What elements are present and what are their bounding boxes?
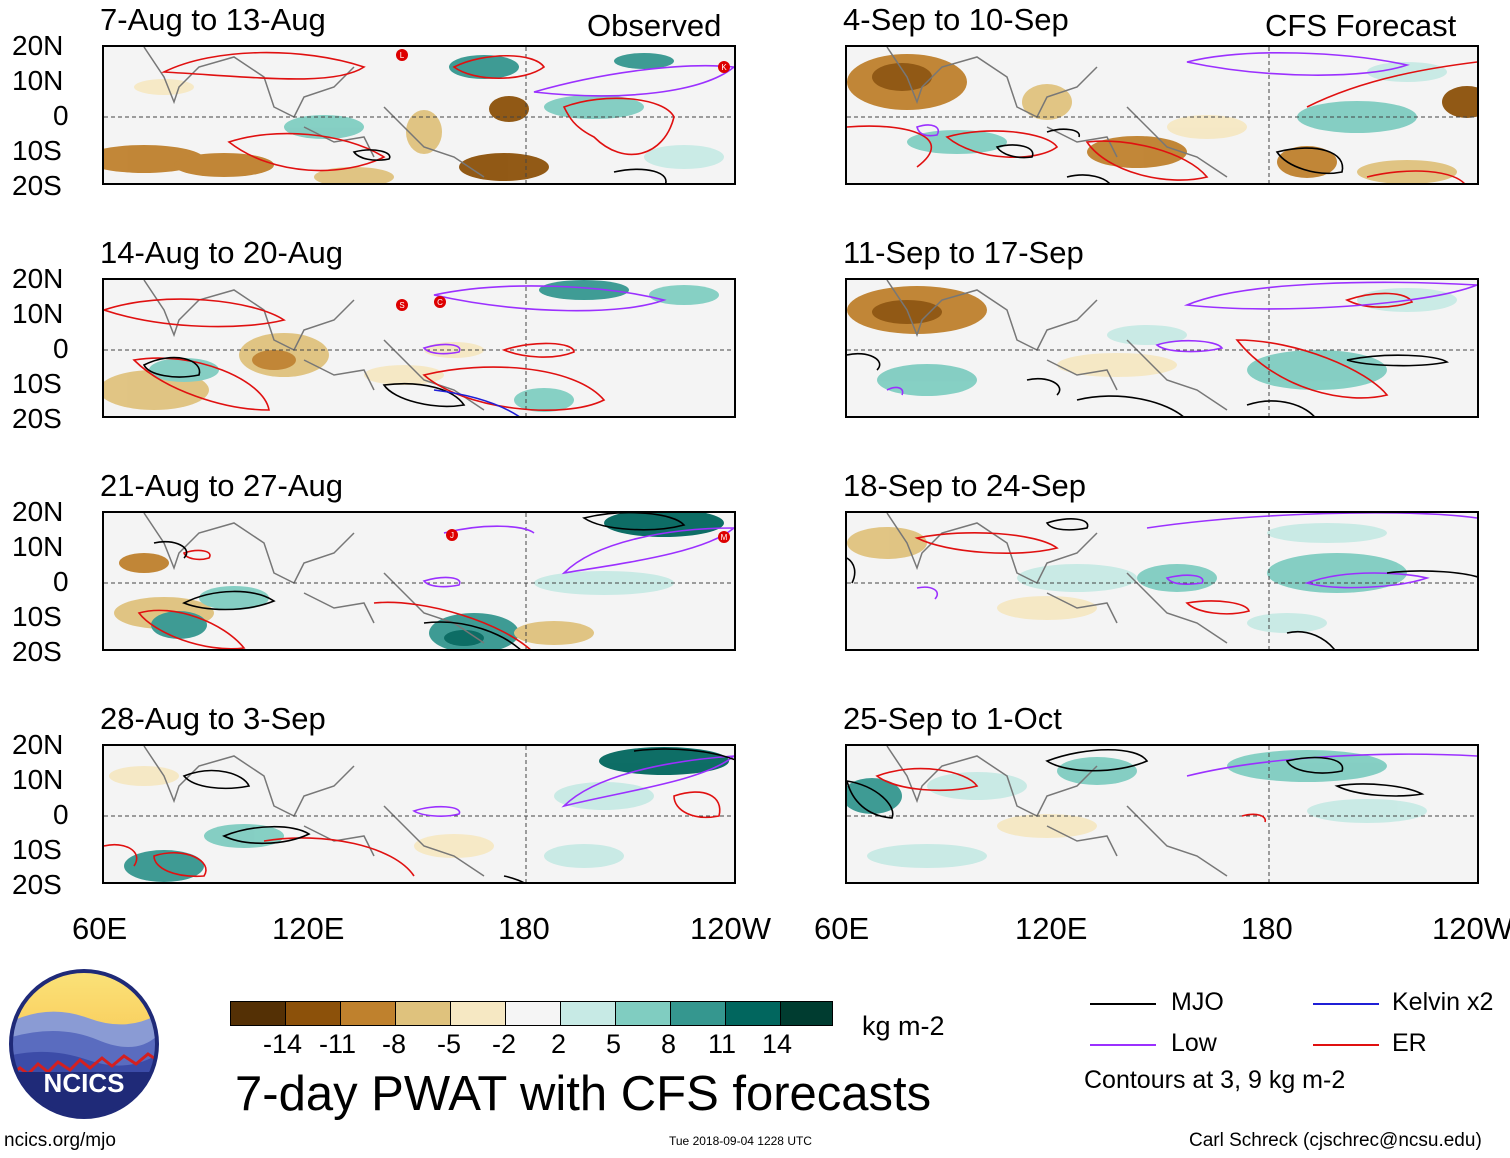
contours-note: Contours at 3, 9 kg m-2 <box>1084 1066 1346 1094</box>
map-panel-right-1 <box>845 45 1479 185</box>
colorbar-bin <box>780 1001 833 1026</box>
panel-title-left-4: 28-Aug to 3-Sep <box>100 701 326 736</box>
lat-label-20n: 20N <box>12 30 64 61</box>
colorbar-tick: -5 <box>437 1029 462 1059</box>
legend-line-mjo <box>1090 1003 1156 1005</box>
colorbar-tick: -2 <box>492 1029 517 1059</box>
footer-site: ncics.org/mjo <box>4 1130 116 1151</box>
footer-timestamp: Tue 2018-09-04 1228 UTC <box>669 1134 812 1148</box>
lat-label-10s: 10S <box>12 368 62 399</box>
map-panel-right-2 <box>845 278 1479 418</box>
panel-title-right-1: 4-Sep to 10-Sep <box>843 2 1069 37</box>
legend-line-kelvin <box>1313 1003 1379 1005</box>
lat-label-20s: 20S <box>12 403 62 434</box>
observed-label: Observed <box>587 8 722 43</box>
lat-label-20s: 20S <box>12 170 62 201</box>
lon-label-60e-left: 60E <box>72 911 128 946</box>
main-title: 7-day PWAT with CFS forecasts <box>235 1067 932 1121</box>
lat-label-10s: 10S <box>12 135 62 166</box>
map-panel-left-1: L K <box>102 45 736 185</box>
colorbar-bin <box>725 1001 781 1026</box>
storm-marker-c: C <box>437 298 443 307</box>
colorbar-bin <box>230 1001 286 1026</box>
storm-markers: L K <box>396 49 730 73</box>
lat-label-10n: 10N <box>12 764 64 795</box>
colorbar-tick: 5 <box>606 1029 622 1059</box>
map-panel-left-2: S C <box>102 278 736 418</box>
colorbar-bin <box>340 1001 396 1026</box>
colorbar-tick: -8 <box>382 1029 407 1059</box>
lat-label-10s: 10S <box>12 601 62 632</box>
map-panel-left-3: J M <box>102 511 736 651</box>
lon-label-120e-right: 120E <box>1015 911 1088 946</box>
lon-label-120w-left: 120W <box>690 911 771 946</box>
colorbar-tick: -11 <box>319 1029 357 1059</box>
colorbar-tick: 11 <box>708 1029 737 1059</box>
map-panel-right-3 <box>845 511 1479 651</box>
pwat-shading <box>104 53 724 183</box>
colorbar-bin <box>505 1001 561 1026</box>
storm-marker-m: M <box>721 533 728 542</box>
coastlines <box>143 47 485 178</box>
footer-credit: Carl Schreck (cjschrec@ncsu.edu) <box>1189 1130 1482 1151</box>
lon-label-180-left: 180 <box>498 911 550 946</box>
lat-label-10n: 10N <box>12 65 64 96</box>
colorbar-units: kg m-2 <box>862 1011 945 1041</box>
map-panel-right-4 <box>845 744 1479 884</box>
legend-label-kelvin: Kelvin x2 <box>1392 988 1494 1016</box>
ncics-logo: NCICS <box>8 968 160 1120</box>
lon-label-60e-right: 60E <box>814 911 870 946</box>
legend-label-er: ER <box>1392 1029 1427 1057</box>
lon-label-180-right: 180 <box>1241 911 1293 946</box>
mjo-contours <box>352 149 667 183</box>
storm-marker-l: L <box>400 51 405 60</box>
panel-title-right-3: 18-Sep to 24-Sep <box>843 468 1087 503</box>
legend-label-low: Low <box>1171 1029 1217 1057</box>
colorbar-tick: 14 <box>762 1029 793 1059</box>
logo-text: NCICS <box>44 1068 125 1098</box>
panel-title-right-4: 25-Sep to 1-Oct <box>843 701 1062 736</box>
lat-label-20n: 20N <box>12 496 64 527</box>
colorbar-bin <box>670 1001 726 1026</box>
er-contours <box>160 51 675 172</box>
lat-label-10s: 10S <box>12 834 62 865</box>
colorbar-bin <box>560 1001 616 1026</box>
storm-marker-s: S <box>399 301 404 310</box>
lat-label-0: 0 <box>53 566 69 597</box>
panel-title-right-2: 11-Sep to 17-Sep <box>843 235 1084 270</box>
cfs-forecast-label: CFS Forecast <box>1265 8 1457 43</box>
colorbar-bin <box>615 1001 671 1026</box>
colorbar-tick: 2 <box>551 1029 567 1059</box>
colorbar-bin <box>450 1001 506 1026</box>
lat-label-10n: 10N <box>12 531 64 562</box>
storm-marker-j: J <box>450 531 454 540</box>
lon-label-120w-right: 120W <box>1432 911 1510 946</box>
panel-title-left-2: 14-Aug to 20-Aug <box>100 235 344 270</box>
panel-title-left-1: 7-Aug to 13-Aug <box>100 2 326 37</box>
colorbar-bin <box>395 1001 451 1026</box>
lat-label-20n: 20N <box>12 729 64 760</box>
legend-label-mjo: MJO <box>1171 988 1224 1016</box>
storm-marker-k: K <box>721 63 727 72</box>
lat-label-10n: 10N <box>12 298 64 329</box>
legend-line-er <box>1313 1044 1379 1046</box>
map-panel-left-4 <box>102 744 736 884</box>
colorbar-bin <box>285 1001 341 1026</box>
lat-label-0: 0 <box>53 799 69 830</box>
lat-label-0: 0 <box>53 333 69 364</box>
lat-label-20s: 20S <box>12 636 62 667</box>
colorbar-tick: 8 <box>661 1029 677 1059</box>
low-contours <box>533 64 734 97</box>
lat-label-0: 0 <box>53 100 69 131</box>
lat-label-20s: 20S <box>12 869 62 900</box>
panel-title-left-3: 21-Aug to 27-Aug <box>100 468 344 503</box>
colorbar-tick: -14 <box>263 1029 303 1059</box>
lon-label-120e-left: 120E <box>272 911 345 946</box>
lat-label-20n: 20N <box>12 263 64 294</box>
legend-line-low <box>1090 1044 1156 1046</box>
